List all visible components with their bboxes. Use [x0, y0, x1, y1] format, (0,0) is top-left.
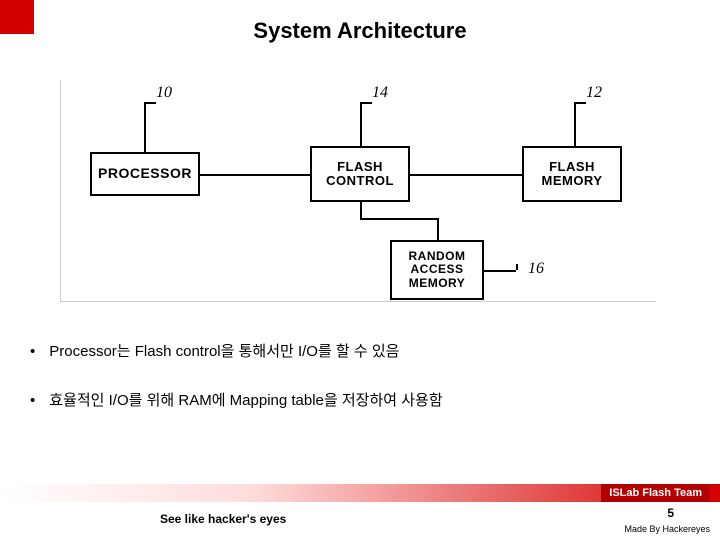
node-ram: RANDOMACCESSMEMORY — [390, 240, 484, 300]
callout-line — [144, 102, 146, 152]
edge — [360, 218, 437, 220]
bullet-item: Processor는 Flash control을 통해서만 I/O를 할 수 … — [30, 340, 690, 361]
edge — [410, 174, 522, 176]
architecture-diagram: PROCESSOR FLASHCONTROL FLASHMEMORY RANDOMAC… — [60, 72, 656, 302]
bullet-list: Processor는 Flash control을 통해서만 I/O를 할 수 … — [30, 340, 690, 438]
edge — [360, 202, 362, 220]
callout-line — [144, 102, 156, 104]
node-flashmem: FLASHMEMORY — [522, 146, 622, 202]
page-number: 5 — [667, 506, 674, 520]
callout-flashmem: 12 — [586, 84, 602, 102]
slide-title: System Architecture — [0, 18, 720, 44]
node-flashctrl: FLASHCONTROL — [310, 146, 410, 202]
callout-line — [516, 264, 518, 270]
callout-flashctrl: 14 — [372, 84, 388, 102]
callout-line — [360, 102, 362, 146]
slide: System Architecture PROCESSOR FLASHCONTRO… — [0, 0, 720, 540]
footer-madeby: Made By Hackereyes — [624, 524, 710, 534]
edge — [200, 174, 310, 176]
team-label: ISLab Flash Team — [601, 484, 710, 502]
callout-processor: 10 — [156, 84, 172, 102]
callout-line — [360, 102, 372, 104]
node-processor: PROCESSOR — [90, 152, 200, 196]
callout-line — [574, 102, 576, 146]
bullet-item: 효율적인 I/O를 위해 RAM에 Mapping table을 저장하여 사용… — [30, 389, 690, 410]
callout-line — [484, 270, 516, 272]
callout-ram: 16 — [528, 260, 544, 278]
callout-line — [574, 102, 586, 104]
edge — [437, 218, 439, 240]
footer-tagline: See like hacker's eyes — [160, 512, 286, 526]
